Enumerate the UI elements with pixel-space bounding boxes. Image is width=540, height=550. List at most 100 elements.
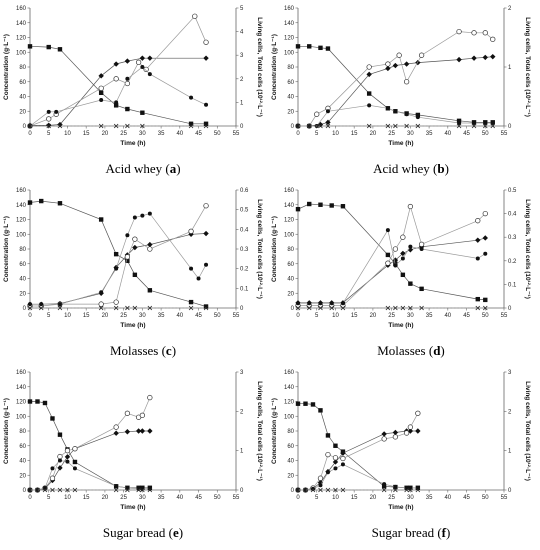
y-tick-label: 120	[16, 400, 27, 406]
chart-panel-f: 0 5 10 15 20 25 30 35 40 45 50 55020406080100120140…	[271, 370, 531, 540]
data-point-dot	[457, 121, 462, 126]
y-tick-label: 140	[16, 21, 27, 27]
data-point-dot	[475, 256, 480, 261]
y2-tick-label: 0.5	[508, 188, 517, 194]
data-point-dot	[318, 301, 323, 306]
x-tick-label: 15	[351, 131, 358, 137]
y-tick-label: 40	[287, 95, 294, 101]
data-point-diamond	[392, 62, 399, 69]
chart-panel-e: 0 5 10 15 20 25 30 35 40 45 50 55020406080100120140…	[3, 370, 263, 540]
data-point-cross	[490, 123, 496, 129]
y2-tick-label: 3	[240, 53, 244, 59]
data-point-cross	[188, 123, 194, 129]
data-point-cross	[27, 123, 33, 129]
data-point-square	[325, 46, 331, 51]
data-point-circle	[381, 436, 387, 442]
data-point-cross	[482, 305, 488, 311]
data-point-circle	[49, 475, 56, 481]
y2-tick-label: 2	[508, 6, 512, 12]
y-tick-label: 80	[19, 247, 26, 253]
data-point-circle	[332, 455, 339, 461]
y2-tick-label: 0	[508, 124, 512, 130]
data-point-circle	[490, 36, 496, 42]
data-point-cross	[306, 305, 312, 311]
data-point-cross	[98, 305, 104, 311]
data-point-circle	[385, 61, 391, 67]
y2-axis-label: Living cells, Total cells (10¹²·L⁻¹)	[524, 381, 531, 481]
data-point-dot	[393, 263, 398, 268]
x-tick-label: 5	[315, 131, 319, 137]
x-tick-label: 0	[296, 131, 300, 137]
y-tick-label: 40	[287, 277, 294, 283]
data-point-diamond	[139, 428, 146, 434]
data-point-circle	[340, 455, 346, 462]
data-point-square	[415, 112, 421, 118]
x-tick-label: 35	[426, 313, 433, 319]
data-point-dot	[333, 466, 338, 471]
y2-tick-label: 0.6	[240, 188, 249, 194]
data-point-dot	[404, 486, 409, 491]
x-tick-label: 5	[315, 313, 319, 319]
x-tick-label: 50	[482, 495, 489, 501]
x-tick-label: 40	[176, 131, 183, 137]
x-axis-label: Time (h)	[388, 322, 413, 329]
x-tick-label: 20	[102, 131, 109, 137]
data-point-cross	[325, 123, 331, 129]
y2-tick-label: 2	[240, 409, 244, 415]
data-point-square	[381, 484, 387, 489]
y-tick-label: 60	[287, 80, 294, 86]
y-axis-label: Concentration (g·L⁻¹)	[3, 216, 10, 282]
data-point-square	[333, 443, 338, 448]
panel-caption: Molasses (c)	[110, 343, 176, 358]
x-tick-label: 55	[501, 495, 508, 501]
data-point-dot	[114, 484, 119, 489]
caption-paren: )	[172, 343, 176, 358]
series-line-circle	[30, 205, 207, 307]
data-point-cross	[57, 305, 63, 311]
data-point-square	[188, 121, 194, 126]
data-point-dot	[99, 98, 104, 103]
data-point-square	[366, 91, 372, 96]
data-point-cross	[393, 305, 398, 311]
x-tick-label: 15	[351, 495, 358, 501]
data-point-dot	[393, 109, 398, 114]
data-point-square	[400, 272, 406, 278]
caption-letter: f	[442, 525, 447, 540]
y-tick-label: 160	[16, 370, 27, 376]
x-tick-label: 20	[102, 495, 109, 501]
caption-name: Sugar bread (	[103, 525, 173, 540]
data-point-circle	[403, 430, 410, 436]
x-tick-label: 55	[501, 313, 508, 319]
y-tick-label: 20	[19, 109, 26, 115]
data-point-square	[35, 399, 40, 404]
data-point-cross	[98, 123, 104, 129]
data-point-square	[310, 402, 316, 407]
x-tick-label: 30	[139, 131, 146, 137]
series-line-dot	[30, 213, 207, 305]
data-point-dot	[196, 276, 201, 281]
data-point-diamond	[415, 428, 421, 434]
data-point-diamond	[139, 55, 146, 61]
x-tick-label: 40	[444, 495, 451, 501]
data-point-dot	[340, 462, 345, 467]
x-tick-label: 50	[214, 131, 221, 137]
data-point-dot	[114, 266, 119, 271]
data-point-diamond	[340, 450, 346, 456]
x-tick-label: 10	[64, 313, 71, 319]
data-point-dot	[147, 72, 152, 77]
data-point-cross	[329, 305, 334, 311]
data-point-square	[50, 416, 55, 421]
x-tick-label: 5	[47, 495, 51, 501]
data-point-cross	[306, 123, 312, 129]
data-point-cross	[415, 487, 421, 493]
data-point-circle	[392, 246, 399, 252]
caption-name: Molasses (	[377, 343, 433, 358]
y-tick-label: 60	[287, 262, 294, 268]
data-point-cross	[333, 487, 338, 493]
y2-tick-label: 1	[508, 449, 512, 455]
y2-tick-label: 0	[508, 306, 512, 312]
data-point-cross	[385, 123, 391, 129]
data-point-dot	[415, 115, 420, 120]
data-point-cross	[456, 123, 462, 129]
data-point-dot	[28, 302, 32, 307]
